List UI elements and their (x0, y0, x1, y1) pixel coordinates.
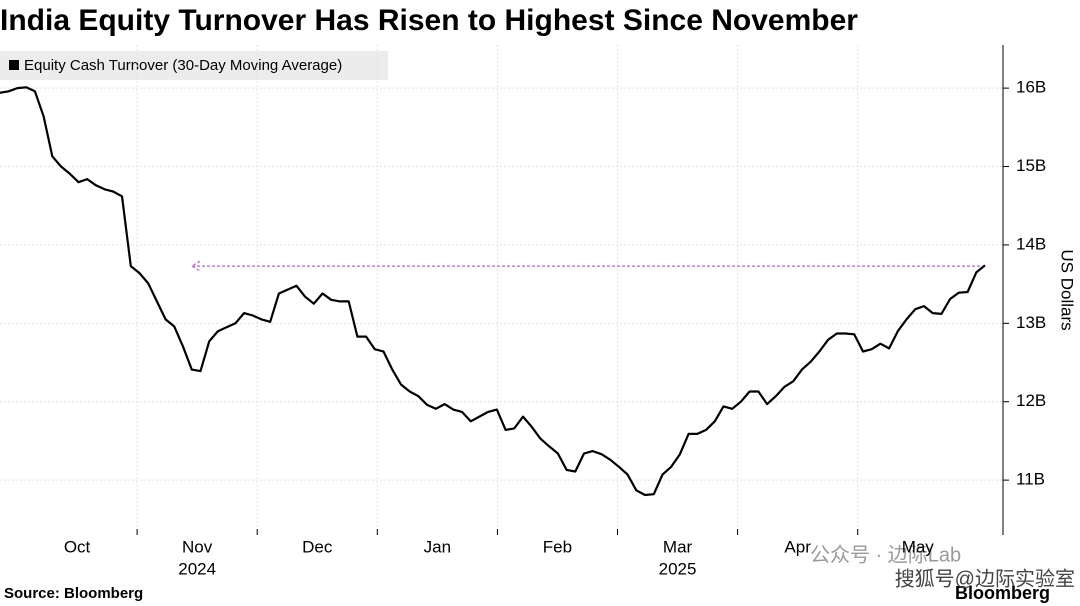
y-tick-label: 14B (1016, 234, 1046, 253)
y-tick-label: 15B (1016, 156, 1046, 175)
x-tick-label: Mar (663, 537, 693, 556)
y-tick-label: 12B (1016, 391, 1046, 410)
y-axis-label: US Dollars (1058, 249, 1077, 330)
legend-swatch (9, 60, 19, 70)
y-tick-label: 13B (1016, 313, 1046, 332)
reference-line (190, 260, 985, 272)
x-tick-label: Oct (64, 537, 91, 556)
watermark: 公众号 · 边际Lab (810, 543, 961, 566)
watermark: 搜狐号@边际实验室 (895, 567, 1075, 590)
x-tick-label: Apr (784, 537, 811, 556)
x-tick-label: Jan (424, 537, 451, 556)
x-year-label: 2024 (178, 559, 216, 578)
y-tick-label: 11B (1016, 470, 1045, 489)
x-year-label: 2025 (659, 559, 697, 578)
x-tick-label: Nov (182, 537, 213, 556)
line (0, 86, 986, 497)
legend-box (0, 51, 388, 80)
legend-label: Equity Cash Turnover (30-Day Moving Aver… (24, 57, 342, 74)
chart-title: India Equity Turnover Has Risen to Highe… (0, 4, 858, 37)
y-tick-label: 16B (1016, 78, 1046, 97)
x-tick-label: May (902, 537, 935, 556)
brand: Bloomberg (955, 583, 1050, 603)
x-tick-label: Feb (543, 537, 572, 556)
x-tick-label: Dec (302, 537, 333, 556)
source: Source: Bloomberg (4, 585, 143, 602)
